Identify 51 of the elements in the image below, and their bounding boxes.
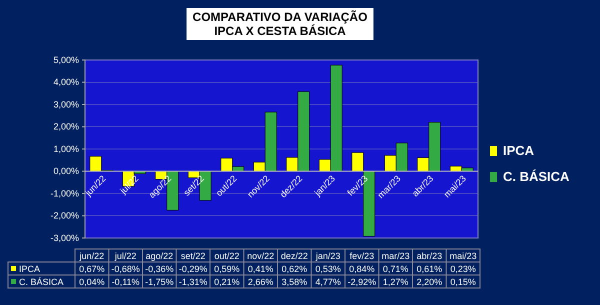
x-tick-label: fev/23 bbox=[350, 251, 374, 261]
data-label: 0,67% bbox=[79, 264, 105, 274]
data-label: 0,71% bbox=[382, 264, 408, 274]
chart-title: COMPARATIVO DA VARIAÇÃO bbox=[192, 10, 368, 24]
y-tick-label: 1,00% bbox=[53, 144, 79, 154]
x-tick-label: out/22 bbox=[214, 251, 240, 261]
x-tick-label: jun/22 bbox=[78, 251, 104, 261]
data-label: 3,58% bbox=[282, 277, 308, 287]
y-tick-label: -2,00% bbox=[50, 210, 79, 221]
data-label: 0,61% bbox=[416, 264, 442, 274]
y-tick-label: 4,00% bbox=[53, 77, 79, 88]
x-tick-label: set/22 bbox=[180, 251, 206, 261]
y-tick-label: 5,00% bbox=[53, 54, 79, 65]
x-tick-label: ago/22 bbox=[146, 251, 174, 261]
data-label: 4,77% bbox=[315, 277, 341, 287]
text: C. BÁSICA bbox=[19, 277, 64, 287]
data-label: -0,11% bbox=[112, 277, 140, 287]
data-label: -1,31% bbox=[178, 277, 208, 287]
data-label: -0,36% bbox=[145, 264, 174, 274]
data-label: 1,27% bbox=[382, 277, 408, 287]
chart-subtitle: IPCA X CESTA BÁSICA bbox=[214, 24, 346, 38]
x-tick-label: nov/22 bbox=[247, 251, 274, 261]
x-tick-label: dez/22 bbox=[280, 251, 308, 261]
x-tick-label: jul/22 bbox=[114, 251, 136, 261]
data-label: -1,75% bbox=[145, 277, 174, 287]
data-label: 0,62% bbox=[282, 264, 308, 274]
y-tick-label: -3,00% bbox=[50, 232, 79, 243]
x-tick-label: abr/23 bbox=[416, 251, 442, 261]
text: IPCA bbox=[19, 264, 40, 274]
data-label: 2,66% bbox=[248, 277, 274, 287]
y-tick-label: 3,00% bbox=[53, 99, 79, 110]
data-label: -0,29% bbox=[178, 264, 208, 274]
data-label: 0,41% bbox=[248, 264, 274, 274]
y-tick-label: 0,00% bbox=[53, 166, 79, 176]
y-tick-label: 2,00% bbox=[53, 122, 79, 132]
data-label: 0,59% bbox=[214, 264, 240, 274]
data-label: 0,84% bbox=[349, 264, 375, 274]
x-tick-label: mai/23 bbox=[450, 251, 477, 261]
legend-label: C. BÁSICA bbox=[503, 169, 570, 184]
legend-label: IPCA bbox=[503, 143, 535, 158]
x-tick-label: mar/23 bbox=[382, 251, 410, 261]
data-label: 0,15% bbox=[450, 277, 476, 287]
y-tick-label: -1,00% bbox=[50, 188, 79, 198]
data-label: 0,53% bbox=[315, 264, 341, 274]
data-label: 0,04% bbox=[79, 277, 105, 287]
data-label: 2,20% bbox=[416, 277, 442, 287]
data-label: -2,92% bbox=[348, 277, 376, 287]
data-label: 0,23% bbox=[450, 264, 476, 274]
data-label: -0,68% bbox=[111, 264, 140, 274]
x-tick-label: jan/23 bbox=[314, 251, 340, 261]
data-label: 0,21% bbox=[214, 277, 240, 287]
